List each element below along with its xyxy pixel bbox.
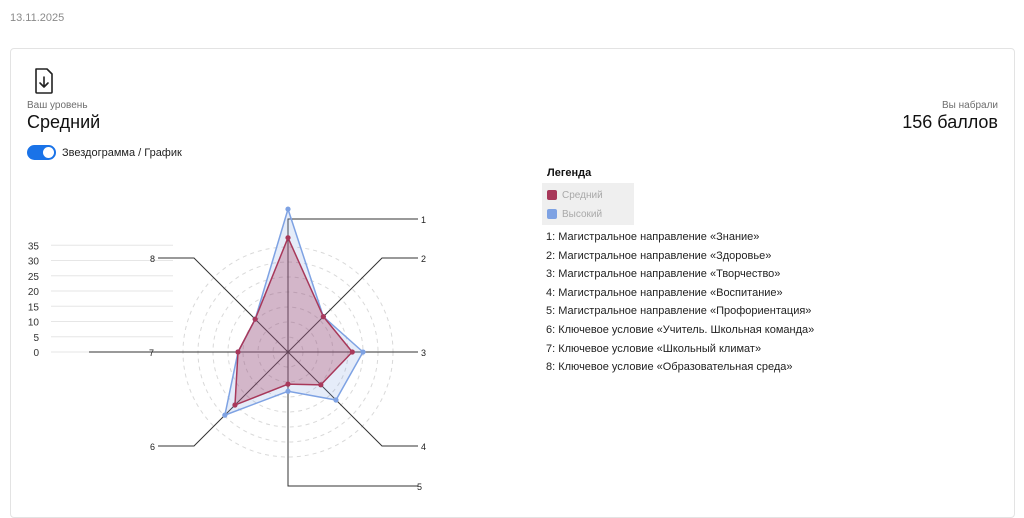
data-point [232,402,238,408]
data-point [235,349,241,355]
criteria-item: 4: Магистральное направление «Воспитание… [546,286,783,299]
data-point [333,397,339,403]
legend-label-high: Высокий [562,208,603,220]
criteria-item: 3: Магистральное направление «Творчество… [546,268,781,281]
axis-label: 2 [421,254,426,264]
axis-label: 3 [421,348,426,358]
scale-tick-label: 25 [28,272,40,283]
legend-swatch-medium [547,190,557,200]
axis-leader-line [287,352,418,487]
level-value: Средний [27,112,101,132]
level-caption: Ваш уровень [27,100,88,111]
scale-tick-label: 35 [28,241,40,252]
toggle-knob [43,147,54,158]
data-point [285,206,291,212]
criteria-item: 2: Магистральное направление «Здоровье» [546,249,772,262]
axis-label: 5 [417,482,422,492]
criteria-item: 1: Магистральное направление «Знание» [546,231,760,243]
legend-swatch-high [547,209,557,219]
report-date: 13.11.2025 [10,12,65,24]
axis-label: 8 [150,254,155,264]
data-point [320,314,326,320]
axis-leader-line [158,351,289,447]
criteria-item: 8: Ключевое условие «Образовательная сре… [546,361,793,374]
data-point [222,412,228,418]
axis-leader-line [287,257,418,353]
axis-label: 4 [421,442,426,452]
score-value: 156 баллов [902,112,998,132]
scale-tick-label: 0 [33,348,39,359]
scale-tick-label: 10 [28,318,40,329]
legend-label-medium: Средний [562,189,603,201]
radar-chart: 0 5 10 15 20 25 30 35 1 2 3 4 5 6 7 8 [28,206,426,492]
data-point [318,382,324,388]
axis-label: 1 [421,215,426,225]
result-card: Ваш уровень Средний Вы набрали 156 балло… [10,48,1015,518]
scale-tick-label: 15 [28,302,40,313]
criteria-item: 6: Ключевое условие «Учитель. Школьная к… [546,323,815,336]
axis-label: 6 [150,442,155,452]
scale-tick-label: 30 [28,257,40,268]
criteria-item: 7: Ключевое условие «Школьный климат» [546,342,762,355]
scale-tick-label: 5 [33,333,39,344]
legend-item-high[interactable]: Высокий [547,207,602,221]
data-point [360,349,366,355]
view-toggle[interactable] [27,145,56,160]
score-caption: Вы набрали [942,100,998,111]
axis-label: 7 [149,348,154,358]
data-point [285,381,291,387]
file-download-icon[interactable] [33,67,55,95]
legend-item-medium[interactable]: Средний [547,188,603,202]
view-toggle-label: Звездограмма / График [62,147,182,159]
scale-tick-label: 20 [28,287,40,298]
axis-leader-line [287,218,418,352]
legend-title: Легенда [547,167,592,179]
data-point [349,349,355,355]
criteria-item: 5: Магистральное направление «Профориент… [546,305,812,318]
data-point [285,388,291,394]
criteria-list: 1: Магистральное направление «Знание» 2:… [546,231,814,380]
legend-box: Средний Высокий [542,183,634,225]
data-point [285,235,291,241]
data-point [252,316,258,322]
